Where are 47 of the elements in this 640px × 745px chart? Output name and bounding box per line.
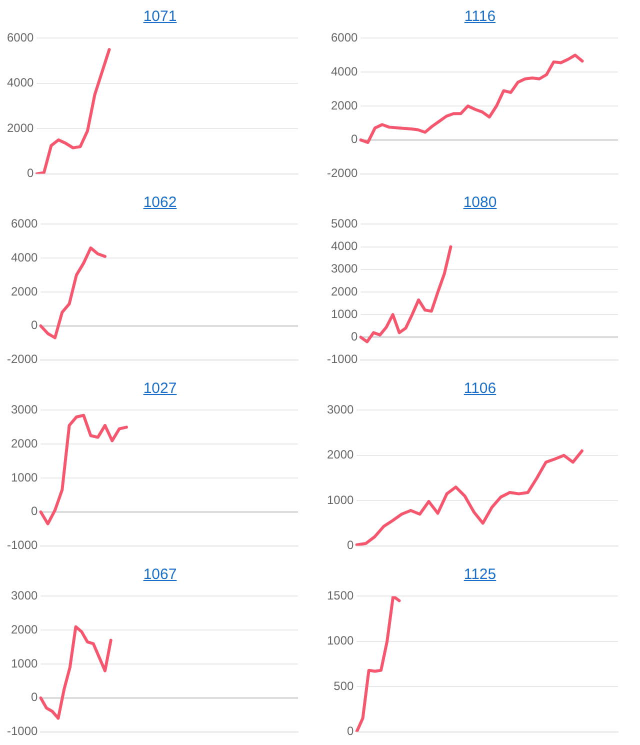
- chart-title: 1116: [463, 7, 497, 27]
- y-tick-label: 1000: [326, 634, 354, 648]
- y-tick-label: 2000: [10, 622, 38, 636]
- y-tick-label: 2000: [10, 284, 38, 298]
- y-tick-label: 3000: [10, 588, 38, 603]
- y-tick-label: 0: [351, 330, 358, 344]
- y-tick-label: 2000: [10, 436, 38, 450]
- chart-title: 1125: [462, 565, 498, 585]
- y-tick-label: 1000: [330, 306, 358, 321]
- y-tick-label: 0: [27, 166, 34, 180]
- chart-title: 1067: [142, 565, 178, 585]
- y-tick-label: 0: [351, 132, 358, 146]
- y-tick-label: -1000: [6, 724, 38, 738]
- y-tick-label: 2000: [330, 98, 358, 112]
- y-tick-label: 4000: [330, 239, 358, 254]
- y-tick-label: 0: [347, 724, 354, 738]
- y-tick-label: 1500: [326, 588, 354, 603]
- y-tick-label: -2000: [326, 166, 358, 180]
- y-tick-label: 0: [31, 504, 38, 518]
- chart-title: 1027: [142, 379, 178, 399]
- y-tick-label: 6000: [6, 30, 34, 45]
- y-tick-label: 6000: [10, 216, 38, 231]
- y-tick-label: 0: [31, 690, 38, 704]
- y-tick-label: 4000: [6, 76, 34, 90]
- chart-title: 1062: [142, 193, 178, 213]
- y-tick-label: 2000: [6, 120, 34, 135]
- y-tick-label: -1000: [326, 352, 358, 366]
- y-tick-label: 6000: [330, 30, 358, 45]
- y-tick-label: 2000: [330, 284, 358, 298]
- y-tick-label: 0: [31, 318, 38, 332]
- y-tick-label: 1000: [10, 470, 38, 484]
- y-tick-label: 1000: [10, 656, 38, 670]
- y-tick-label: 3000: [326, 402, 354, 417]
- y-tick-label: 4000: [10, 250, 38, 264]
- y-tick-label: 3000: [330, 262, 358, 276]
- y-tick-label: 2000: [326, 448, 354, 462]
- y-tick-label: 0: [347, 538, 354, 552]
- chart-title: 1106: [462, 379, 498, 399]
- y-tick-label: -1000: [6, 538, 38, 552]
- chart-title: 1071: [142, 7, 178, 27]
- y-tick-label: 3000: [10, 402, 38, 417]
- y-tick-label: 4000: [330, 64, 358, 78]
- chart-title: 1080: [462, 193, 498, 213]
- y-tick-label: 5000: [330, 216, 358, 231]
- y-tick-label: 1000: [326, 492, 354, 507]
- y-tick-label: 500: [334, 678, 354, 693]
- y-tick-label: -2000: [6, 352, 38, 366]
